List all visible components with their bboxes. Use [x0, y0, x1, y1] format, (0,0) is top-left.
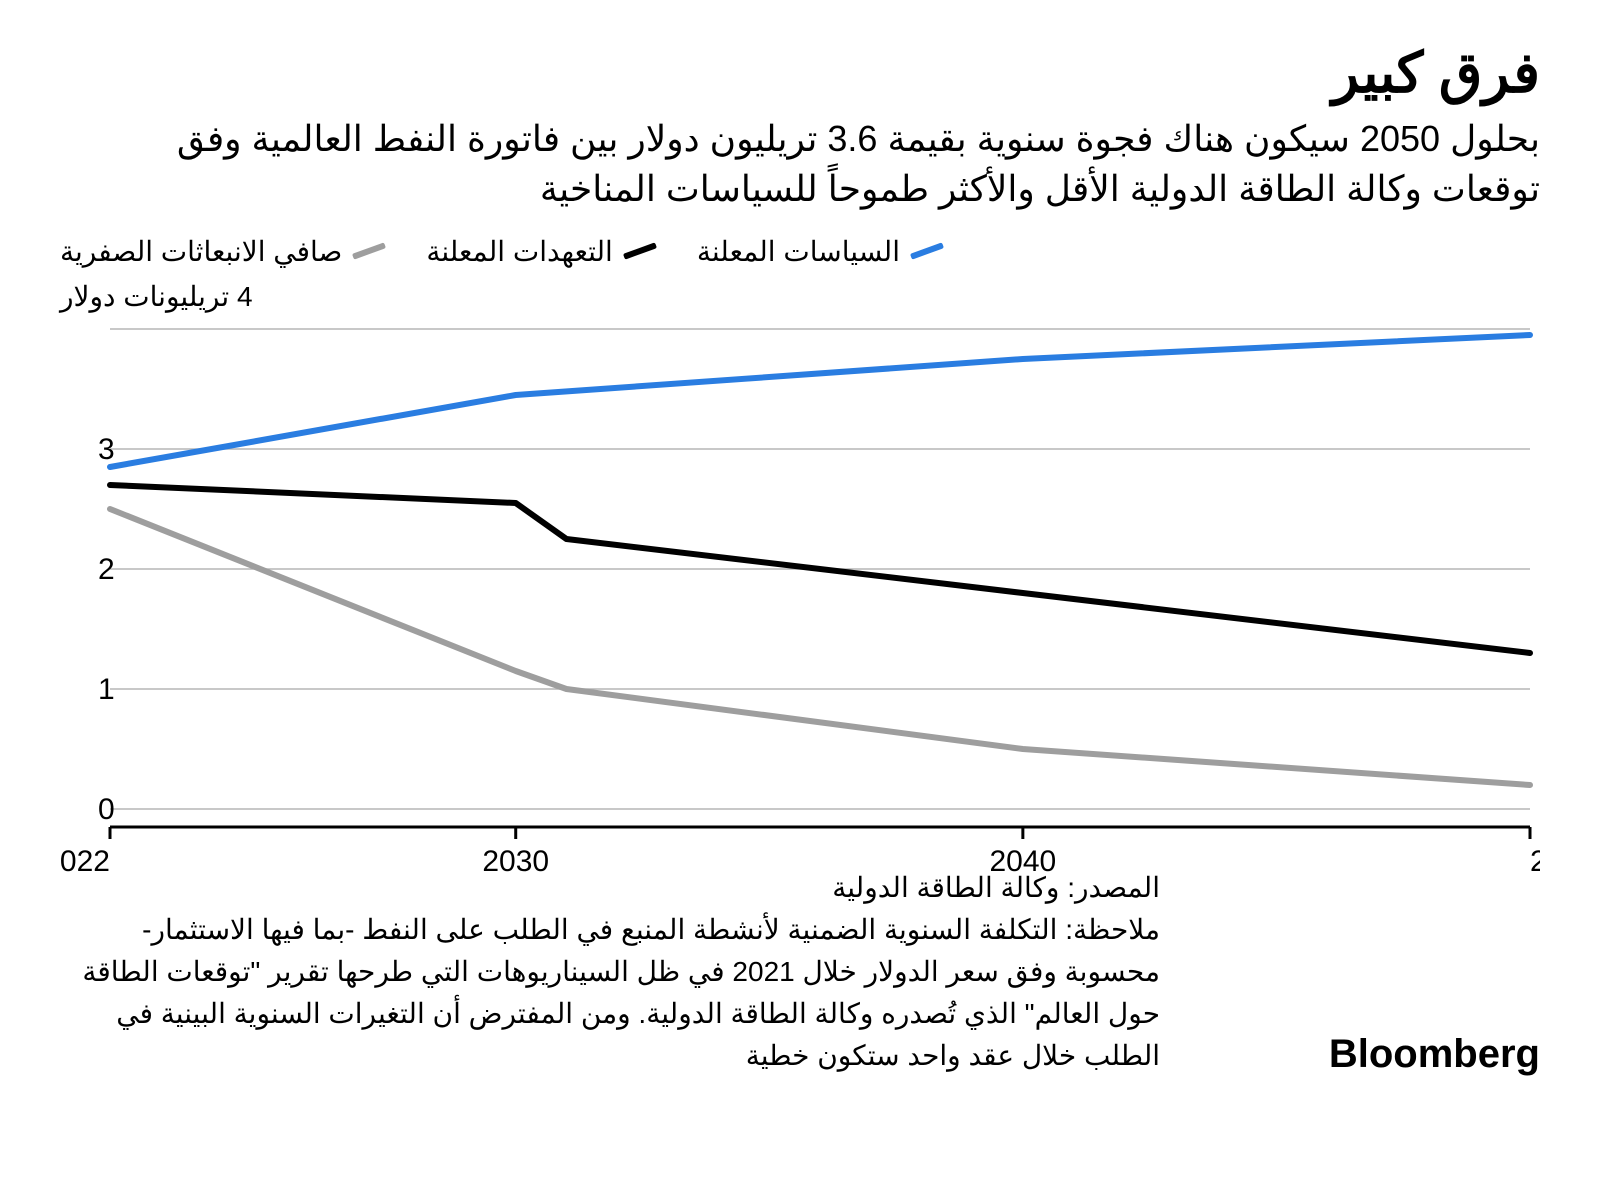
svg-text:2022: 2022 — [60, 845, 110, 878]
chart-notes: المصدر: وكالة الطاقة الدولية ملاحظة: الت… — [60, 867, 1160, 1077]
legend-item-net-zero: صافي الانبعاثات الصفرية — [60, 235, 386, 268]
svg-text:2050: 2050 — [1530, 845, 1540, 878]
y-axis-top-label: 4 تريليونات دولار — [60, 280, 1540, 313]
chart-footer: Bloomberg المصدر: وكالة الطاقة الدولية م… — [60, 867, 1540, 1077]
legend-swatch-icon — [352, 243, 386, 260]
legend-label: السياسات المعلنة — [697, 235, 900, 268]
svg-text:2: 2 — [98, 553, 115, 586]
legend-swatch-icon — [623, 243, 657, 260]
legend-item-stated-policies: السياسات المعلنة — [697, 235, 944, 268]
chart-container: فرق كبير بحلول 2050 سيكون هناك فجوة سنوي… — [0, 0, 1600, 1184]
svg-text:3: 3 — [98, 433, 115, 466]
svg-text:2030: 2030 — [482, 845, 549, 878]
legend-label: صافي الانبعاثات الصفرية — [60, 235, 342, 268]
chart-title: فرق كبير — [60, 40, 1540, 106]
svg-text:1: 1 — [98, 673, 115, 706]
svg-text:2040: 2040 — [989, 845, 1056, 878]
brand-logo: Bloomberg — [1329, 1032, 1540, 1077]
chart-plot-area: 01232022203020402050 — [60, 319, 1540, 839]
legend-item-announced-pledges: التعهدات المعلنة — [426, 235, 657, 268]
note-text: ملاحظة: التكلفة السنوية الضمنية لأنشطة ا… — [60, 909, 1160, 1077]
chart-legend: السياسات المعلنة التعهدات المعلنة صافي ا… — [60, 235, 1540, 268]
legend-label: التعهدات المعلنة — [426, 235, 613, 268]
legend-swatch-icon — [910, 243, 944, 260]
line-chart-svg: 0 1 2 3 2022 2030 2040 2050 — [60, 319, 1540, 879]
chart-subtitle: بحلول 2050 سيكون هناك فجوة سنوية بقيمة 3… — [60, 114, 1540, 215]
svg-text:0: 0 — [98, 793, 115, 826]
